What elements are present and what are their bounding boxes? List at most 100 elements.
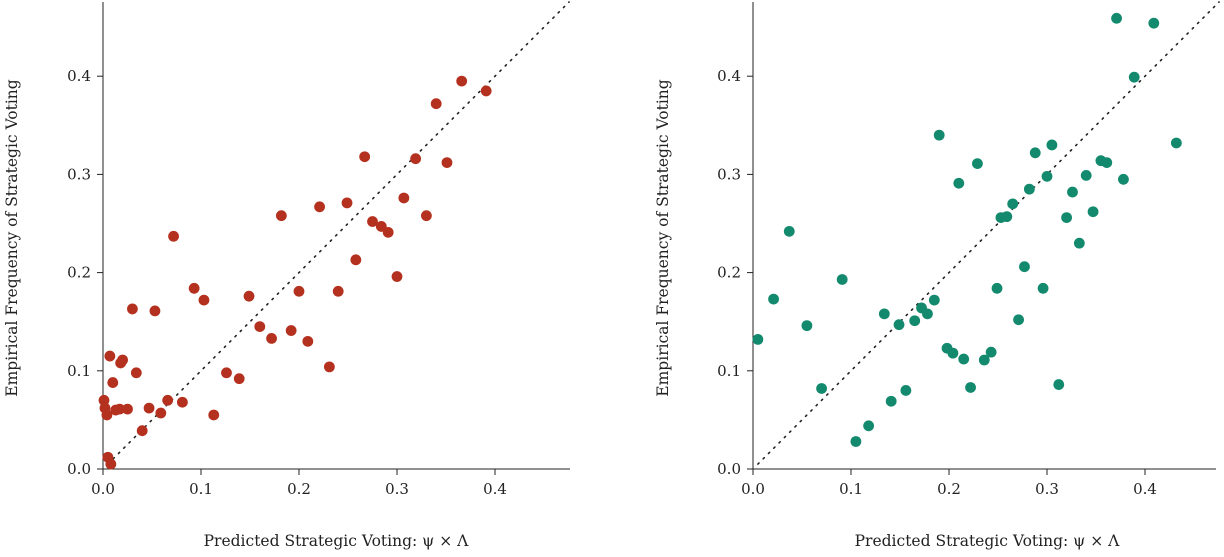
x-axis-title: Predicted Strategic Voting: ψ × Λ xyxy=(855,532,1121,550)
x-tick-label: 0.0 xyxy=(91,480,115,498)
left-scatter-panel: 0.0 0.1 0.2 0.3 0.4 0.0 0.1 0.2 0.3 0.4 Predicted … xyxy=(3,1,570,550)
data-point xyxy=(168,230,179,242)
data-point xyxy=(104,350,116,362)
data-point xyxy=(302,335,314,347)
y-tick-label: 0.2 xyxy=(67,264,91,282)
data-point xyxy=(143,402,155,414)
data-point xyxy=(1148,17,1160,29)
data-point xyxy=(441,157,453,169)
data-point xyxy=(752,333,764,345)
data-point xyxy=(965,382,976,393)
data-point xyxy=(972,158,983,169)
data-point xyxy=(162,394,174,406)
data-point xyxy=(1101,157,1113,169)
data-point xyxy=(1080,169,1092,181)
data-point xyxy=(1041,170,1053,182)
data-point xyxy=(105,458,117,470)
x-tick-label: 0.2 xyxy=(287,480,311,498)
data-point xyxy=(991,282,1003,294)
y-tick-label: 0.1 xyxy=(717,362,741,380)
data-point xyxy=(1111,12,1122,24)
data-point xyxy=(1046,139,1058,151)
data-point xyxy=(341,197,353,209)
data-point xyxy=(136,425,148,437)
x-tick-label: 0.4 xyxy=(483,480,507,498)
data-point xyxy=(1053,379,1065,390)
data-point xyxy=(836,274,848,285)
data-point xyxy=(391,271,403,282)
data-point xyxy=(421,210,432,222)
x-tick-label: 0.3 xyxy=(1035,480,1059,498)
x-axis-title: Predicted Strategic Voting: ψ × Λ xyxy=(204,532,470,550)
data-point xyxy=(114,403,126,415)
data-point xyxy=(1067,186,1078,198)
y-tick-label: 0.1 xyxy=(67,362,91,380)
data-point xyxy=(275,210,287,222)
data-point xyxy=(359,151,371,163)
data-point xyxy=(107,377,119,388)
reference-line xyxy=(757,1,1220,465)
data-point xyxy=(117,354,128,366)
x-tick-label: 0.2 xyxy=(937,480,961,498)
data-point xyxy=(323,361,335,373)
data-point xyxy=(909,315,921,327)
data-point xyxy=(1001,211,1013,223)
data-point xyxy=(285,325,297,336)
data-point xyxy=(101,409,113,421)
data-point xyxy=(933,129,945,141)
data-point xyxy=(958,353,970,365)
data-point xyxy=(1037,282,1049,294)
y-tick-label: 0.2 xyxy=(717,264,741,282)
data-point xyxy=(1061,212,1072,224)
data-point xyxy=(243,290,255,302)
data-point xyxy=(863,420,875,432)
x-tick-label: 0.4 xyxy=(1133,480,1157,498)
data-point xyxy=(130,367,142,379)
data-point xyxy=(1007,198,1019,210)
y-tick-label: 0.0 xyxy=(717,460,741,478)
y-tick-label: 0.3 xyxy=(717,165,741,183)
data-point xyxy=(266,332,277,344)
y-tick-label: 0.4 xyxy=(67,67,91,85)
data-point xyxy=(332,285,344,297)
data-point xyxy=(850,436,862,447)
x-tick-label: 0.1 xyxy=(839,480,863,498)
right-scatter-panel: 0.0 0.1 0.2 0.3 0.4 0.0 0.1 0.2 0.3 0.4 Predicted … xyxy=(654,1,1220,550)
data-point xyxy=(783,225,795,237)
data-point xyxy=(878,308,890,320)
data-point xyxy=(155,407,167,419)
y-tick-label: 0.3 xyxy=(67,165,91,183)
data-point xyxy=(1029,147,1041,159)
data-point xyxy=(480,85,492,97)
data-point xyxy=(801,320,813,332)
y-axis-title: Empirical Frequency of Strategic Voting xyxy=(3,79,21,396)
data-point xyxy=(208,409,220,421)
data-point xyxy=(122,403,133,415)
data-point xyxy=(233,373,245,385)
data-point xyxy=(430,98,442,110)
data-point xyxy=(410,153,422,165)
data-point xyxy=(198,294,210,306)
data-point xyxy=(922,308,933,320)
data-point xyxy=(1073,237,1085,249)
data-point xyxy=(367,216,378,227)
data-point xyxy=(885,395,897,407)
data-point xyxy=(398,192,410,204)
x-tick-label: 0.1 xyxy=(189,480,213,498)
data-point xyxy=(985,346,997,358)
data-point xyxy=(893,319,905,331)
data-point xyxy=(1019,261,1030,273)
data-point xyxy=(293,285,305,297)
x-tick-label: 0.3 xyxy=(385,480,409,498)
y-tick-label: 0.4 xyxy=(717,67,741,85)
data-point xyxy=(1087,206,1099,218)
data-point xyxy=(254,321,266,333)
data-point xyxy=(221,367,232,379)
x-tick-label: 0.0 xyxy=(741,480,765,498)
y-axis-title: Empirical Frequency of Strategic Voting xyxy=(654,79,672,396)
data-point xyxy=(456,75,468,87)
data-point xyxy=(1170,137,1182,149)
data-point xyxy=(1118,173,1129,185)
data-point xyxy=(149,305,161,317)
